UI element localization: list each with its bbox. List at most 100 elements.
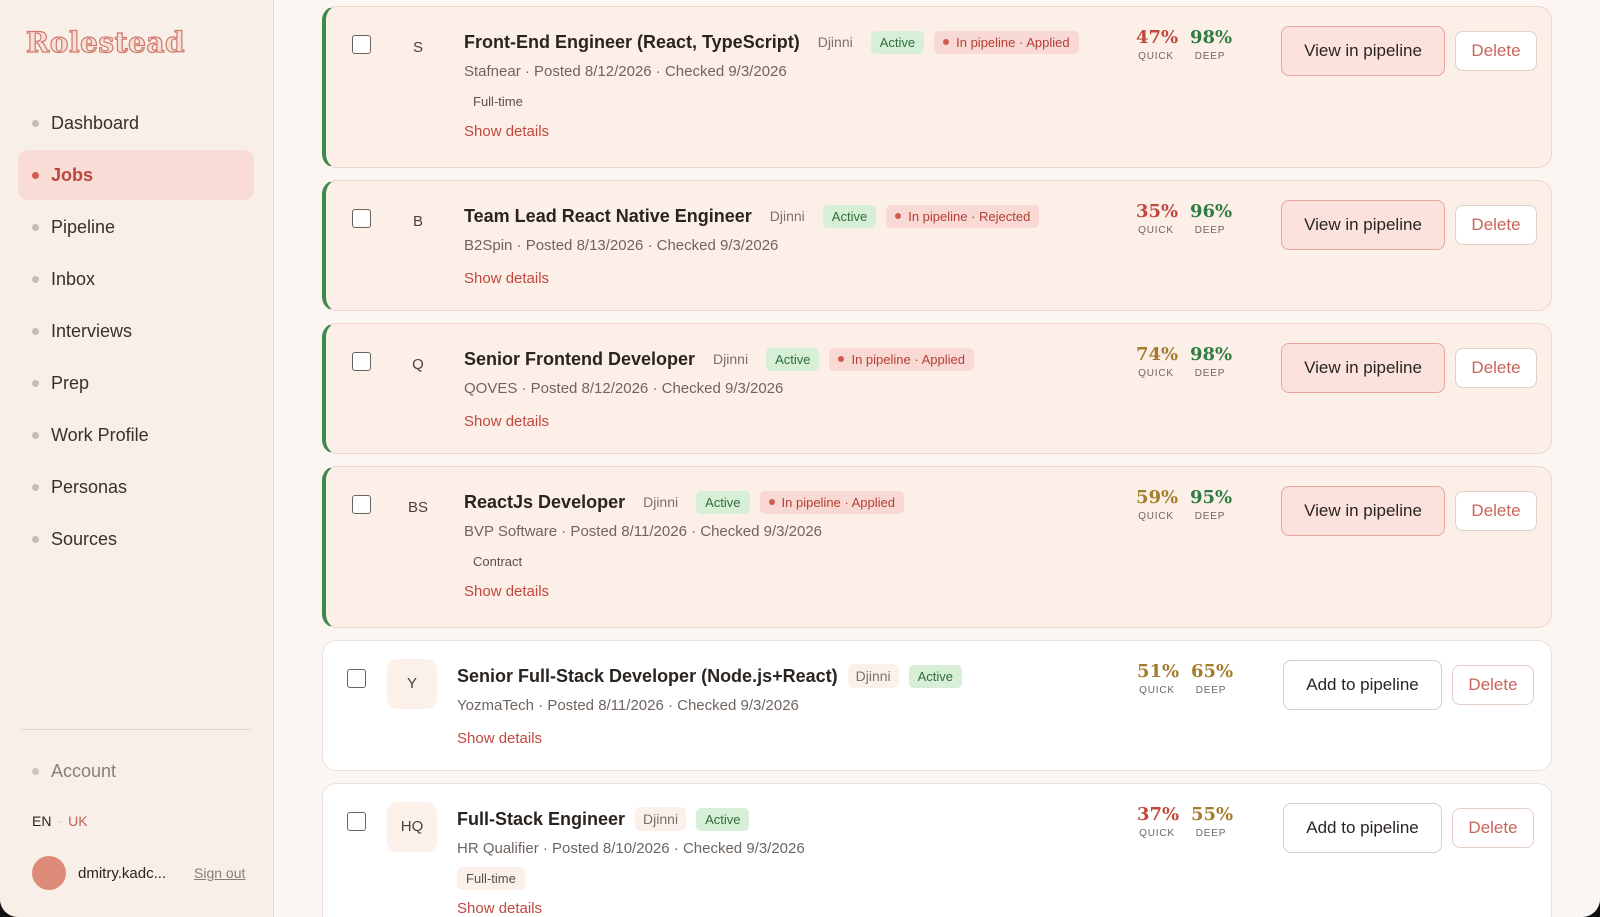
view-in-pipeline-button[interactable]: View in pipeline: [1281, 26, 1445, 76]
show-details-link[interactable]: Show details: [464, 583, 550, 600]
employment-type-tag: Full-time: [457, 867, 525, 890]
job-card: B Team Lead React Native Engineer Djinni…: [322, 180, 1552, 311]
deep-score-value: 95%: [1190, 487, 1233, 508]
delete-button[interactable]: Delete: [1455, 205, 1537, 245]
lang-en[interactable]: EN: [32, 813, 52, 829]
bullet-icon: [32, 379, 39, 387]
deep-score-label: DEEP: [1194, 51, 1226, 62]
quick-score-value: 47%: [1136, 27, 1179, 48]
quick-score-label: QUICK: [1139, 685, 1175, 696]
delete-button[interactable]: Delete: [1455, 348, 1537, 388]
employment-type-tag: Contract: [473, 554, 523, 569]
language-switcher: EN · UK: [32, 813, 88, 829]
sidebar-item-jobs[interactable]: Jobs: [18, 150, 254, 200]
show-details-link[interactable]: Show details: [464, 270, 550, 287]
job-card: BS ReactJs Developer Djinni Active In pi…: [322, 466, 1552, 628]
show-details-link[interactable]: Show details: [457, 730, 543, 747]
sign-out-link[interactable]: Sign out: [194, 865, 246, 881]
view-in-pipeline-button[interactable]: View in pipeline: [1281, 486, 1445, 536]
source-label: Djinni: [847, 664, 899, 688]
job-select-checkbox[interactable]: [352, 209, 371, 228]
sidebar-nav: Dashboard Jobs Pipeline Inbox Interviews…: [18, 98, 254, 566]
view-in-pipeline-button[interactable]: View in pipeline: [1281, 200, 1445, 250]
user-name: dmitry.kadc...: [78, 864, 167, 882]
show-details-link[interactable]: Show details: [464, 413, 550, 430]
sidebar-item-pipeline[interactable]: Pipeline: [18, 202, 254, 252]
source-label: Djinni: [769, 208, 805, 224]
sidebar-item-account[interactable]: Account: [18, 747, 254, 795]
match-scores: 59% QUICK 95% DEEP: [1136, 487, 1233, 522]
job-title[interactable]: Senior Frontend Developer: [464, 348, 696, 369]
quick-score-label: QUICK: [1139, 828, 1175, 839]
show-details-link[interactable]: Show details: [457, 900, 543, 917]
quick-score-value: 51%: [1137, 661, 1180, 682]
deep-score-label: DEEP: [1194, 511, 1226, 522]
quick-score-value: 35%: [1136, 201, 1179, 222]
match-scores: 51% QUICK 65% DEEP: [1137, 661, 1233, 696]
job-title[interactable]: Front-End Engineer (React, TypeScript): [464, 31, 800, 52]
job-meta: Stafnear · Posted 8/12/2026 · Checked 9/…: [464, 63, 787, 80]
job-title[interactable]: Full-Stack Engineer: [457, 808, 626, 829]
add-to-pipeline-button[interactable]: Add to pipeline: [1283, 803, 1442, 853]
delete-button[interactable]: Delete: [1452, 665, 1534, 705]
view-in-pipeline-button[interactable]: View in pipeline: [1281, 343, 1445, 393]
quick-score: 59% QUICK: [1136, 487, 1178, 522]
deep-score-value: 55%: [1191, 804, 1234, 825]
job-title[interactable]: Senior Full-Stack Developer (Node.js+Rea…: [457, 665, 838, 686]
deep-score: 95% DEEP: [1190, 487, 1233, 522]
app-logo[interactable]: Rolestead: [25, 25, 186, 59]
quick-score: 74% QUICK: [1136, 344, 1179, 379]
deep-score: 55% DEEP: [1191, 804, 1234, 839]
job-select-checkbox[interactable]: [347, 812, 366, 831]
add-to-pipeline-button[interactable]: Add to pipeline: [1283, 660, 1442, 710]
deep-score: 96% DEEP: [1190, 201, 1232, 236]
sidebar-item-personas[interactable]: Personas: [18, 462, 254, 512]
sidebar-item-interviews[interactable]: Interviews: [18, 306, 254, 356]
quick-score: 47% QUICK: [1136, 27, 1179, 62]
sidebar-item-label: Interviews: [51, 320, 133, 341]
pipeline-badge: In pipeline · Applied: [934, 30, 1079, 54]
bullet-icon: [32, 327, 39, 335]
sidebar-item-label: Inbox: [51, 268, 96, 289]
company-initials: Y: [387, 659, 437, 709]
delete-button[interactable]: Delete: [1455, 491, 1537, 531]
company-initials: HQ: [387, 802, 437, 852]
quick-score: 35% QUICK: [1136, 201, 1179, 236]
delete-button[interactable]: Delete: [1455, 31, 1537, 71]
job-title[interactable]: Team Lead React Native Engineer: [464, 205, 752, 226]
pipeline-badge: In pipeline · Applied: [829, 347, 974, 371]
quick-score-label: QUICK: [1138, 225, 1174, 236]
match-scores: 35% QUICK 96% DEEP: [1136, 201, 1232, 236]
jobs-main: S Front-End Engineer (React, TypeScript)…: [274, 0, 1600, 917]
job-title[interactable]: ReactJs Developer: [464, 491, 626, 512]
job-select-checkbox[interactable]: [352, 352, 371, 371]
sidebar-item-label: Sources: [51, 528, 118, 549]
job-select-checkbox[interactable]: [347, 669, 366, 688]
quick-score-label: QUICK: [1138, 51, 1174, 62]
lang-uk[interactable]: UK: [68, 813, 88, 829]
match-scores: 74% QUICK 98% DEEP: [1136, 344, 1232, 379]
avatar[interactable]: [32, 856, 66, 890]
sidebar-item-prep[interactable]: Prep: [18, 358, 254, 408]
status-dot-icon: [768, 499, 775, 505]
bullet-icon: [32, 119, 39, 127]
company-initials: Q: [412, 356, 424, 373]
sidebar-item-label: Jobs: [51, 164, 94, 185]
deep-score-label: DEEP: [1195, 685, 1227, 696]
quick-score-value: 74%: [1136, 344, 1179, 365]
deep-score: 65% DEEP: [1191, 661, 1233, 696]
job-select-checkbox[interactable]: [352, 495, 371, 514]
show-details-link[interactable]: Show details: [464, 123, 550, 140]
pipeline-badge-label: In pipeline · Applied: [851, 351, 965, 367]
status-dot-icon: [838, 356, 845, 362]
company-initials: B: [412, 213, 423, 230]
user-profile: dmitry.kadc... Sign out: [32, 856, 245, 890]
sidebar-item-inbox[interactable]: Inbox: [18, 254, 254, 304]
sidebar-item-sources[interactable]: Sources: [18, 514, 254, 564]
sidebar-item-work-profile[interactable]: Work Profile: [18, 410, 254, 460]
job-card: Y Senior Full-Stack Developer (Node.js+R…: [322, 640, 1552, 771]
job-select-checkbox[interactable]: [352, 35, 371, 54]
delete-button[interactable]: Delete: [1452, 808, 1534, 848]
job-meta: HR Qualifier · Posted 8/10/2026 · Checke…: [457, 840, 805, 857]
sidebar-item-dashboard[interactable]: Dashboard: [18, 98, 254, 148]
